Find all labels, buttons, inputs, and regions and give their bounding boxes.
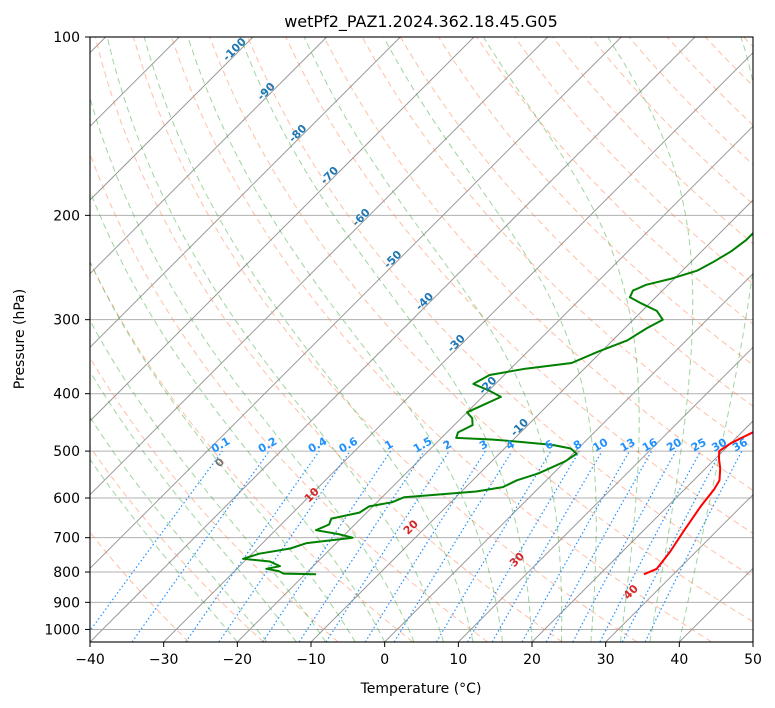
mixing-ratio-line <box>644 450 743 642</box>
plot-area: 0.1 0.2 0.4 0.6 1 1.5 2 3 4 6 8 10 13 16 20 25 30 3601020… <box>90 37 753 642</box>
x-tick-label: −30 <box>149 652 179 668</box>
moist-adiabat-line <box>607 37 694 642</box>
moist-adiabat-line <box>90 189 386 642</box>
isotherm-line <box>90 37 696 642</box>
dry-adiabat-line <box>90 356 339 642</box>
mixing-ratio-line <box>262 450 392 642</box>
x-tick-label: 50 <box>744 652 762 668</box>
dry-adiabat-line <box>132 37 638 642</box>
dry-adiabat-line <box>90 446 264 642</box>
x-axis-label: Temperature (°C) <box>360 681 482 697</box>
moist-adiabat-line <box>383 37 597 642</box>
isotherm-line <box>457 346 753 642</box>
isotherm-line <box>90 37 328 275</box>
x-tick-label: −40 <box>75 652 105 668</box>
moist-adiabat-line <box>482 37 640 642</box>
x-tick-label: −10 <box>296 652 326 668</box>
moist-adiabat-line <box>90 458 238 642</box>
isotherm-line <box>90 37 401 349</box>
mixing-ratio-line <box>298 450 425 642</box>
dry-adiabat-line <box>285 37 753 535</box>
mixing-ratio-line <box>218 450 351 642</box>
moist-adiabat-line <box>90 96 415 642</box>
moist-adiabat-line <box>90 319 327 642</box>
y-tick-label: 200 <box>53 208 80 224</box>
y-tick-label: 800 <box>53 565 80 581</box>
x-tick-label: 40 <box>670 652 688 668</box>
isotherm-line <box>163 51 753 642</box>
moist-adiabat-line <box>106 37 445 642</box>
isotherm-line <box>90 37 475 422</box>
isotherm-line <box>236 125 753 642</box>
y-tick-label: 300 <box>53 313 80 329</box>
x-tick-label: 20 <box>523 652 541 668</box>
y-tick-label: 700 <box>53 531 80 547</box>
dry-adiabat-line <box>247 37 753 578</box>
mixing-ratio-line <box>572 450 677 642</box>
mixing-ratio-line <box>185 450 320 642</box>
y-tick-label: 900 <box>53 595 80 611</box>
moist-adiabat-line <box>303 37 563 642</box>
mixing-ratio-line <box>131 450 270 642</box>
isotherm-line <box>90 37 549 496</box>
mixing-ratio-line <box>545 450 653 642</box>
moist-adiabat-line <box>239 37 533 642</box>
x-tick-label: 10 <box>449 652 467 668</box>
mixing-ratio-line <box>325 450 450 642</box>
dry-adiabat-line <box>476 37 753 325</box>
mixing-ratio-line <box>393 450 513 642</box>
dewpoint-profile-line <box>242 231 753 576</box>
x-tick-label: −20 <box>223 652 253 668</box>
dry-adiabat-line <box>514 37 753 285</box>
x-tick-label: 0 <box>380 652 389 668</box>
x-tick-label: 30 <box>597 652 615 668</box>
moist-adiabat-line <box>143 37 474 642</box>
dry-adiabat-line <box>209 37 753 623</box>
y-tick-label: 1000 <box>44 622 80 638</box>
isotherm-line <box>90 37 622 570</box>
y-tick-label: 500 <box>53 444 80 460</box>
dry-adiabat-line <box>94 37 563 642</box>
temperature-profile-line <box>643 431 753 576</box>
isotherm-line <box>605 493 753 642</box>
dry-adiabat-line <box>171 37 712 642</box>
chart-title: wetPf2_PAZ1.2024.362.18.45.G05 <box>284 12 558 32</box>
moist-adiabat-line <box>90 260 356 642</box>
moist-adiabat-line <box>90 370 297 642</box>
moist-adiabat-line <box>90 416 268 642</box>
y-tick-label: 400 <box>53 387 80 403</box>
dry-adiabat-line <box>323 37 753 491</box>
moist-adiabat-line <box>678 37 753 642</box>
moist-adiabat-line <box>187 37 503 642</box>
mixing-ratio-line <box>90 450 223 632</box>
isotherm-line <box>384 272 753 642</box>
mixing-ratio-line <box>521 450 631 642</box>
y-tick-label: 100 <box>53 30 80 46</box>
dry-adiabat-line <box>90 260 414 642</box>
y-tick-label: 600 <box>53 491 80 507</box>
isotherm-line <box>531 420 753 642</box>
plot-frame <box>89 36 754 643</box>
axis-ticks: −40 −30 −20 −10 0 10 20 30 40 50 100 200 300 400 500 60… <box>44 30 762 668</box>
y-axis-label: Pressure (hPa) <box>12 289 28 389</box>
isotherm-line <box>90 37 254 201</box>
